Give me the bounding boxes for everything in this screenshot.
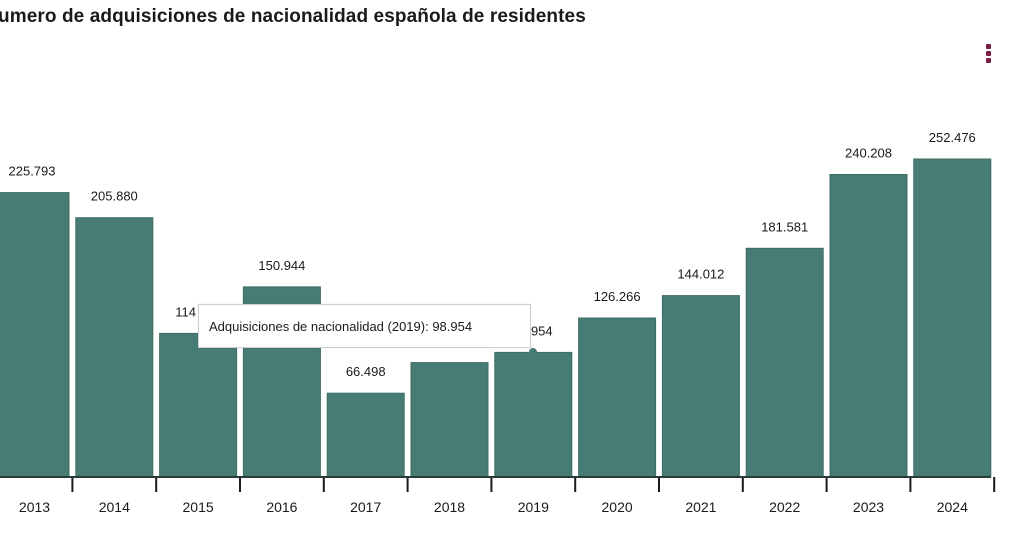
bar-2023[interactable] (829, 174, 908, 478)
bar-2024[interactable] (913, 158, 992, 478)
vertical-dots-menu-icon (986, 44, 991, 49)
bar-2017[interactable] (326, 392, 405, 478)
x-tick-label-2021: 2021 (685, 499, 716, 515)
x-tick-label-2016: 2016 (266, 499, 297, 515)
x-tick-label-2020: 2020 (602, 499, 633, 515)
bar-2020[interactable] (578, 317, 657, 478)
x-tick-label-2013: 2013 (19, 499, 50, 515)
data-label-2014: 205.880 (91, 189, 138, 204)
bar-2022[interactable] (745, 247, 824, 478)
vertical-dots-menu-icon-dot (986, 58, 991, 63)
x-tick-label-2019: 2019 (518, 499, 549, 515)
chart-tooltip: Adquisiciones de nacionalidad (2019): 98… (198, 304, 531, 348)
data-label-2024: 252.476 (929, 130, 976, 145)
x-tick-label-2014: 2014 (99, 499, 130, 515)
bar-2019[interactable] (494, 351, 573, 478)
data-label-2021: 144.012 (677, 267, 724, 282)
x-tick-label-2015: 2015 (183, 499, 214, 515)
data-label-2020: 126.266 (594, 289, 641, 304)
chart-menu-button[interactable] (982, 44, 994, 66)
bar-2015[interactable] (159, 332, 238, 478)
tooltip-pointer (529, 348, 537, 353)
x-tick-label-2023: 2023 (853, 499, 884, 515)
chart-title: umero de adquisiciones de nacionalidad e… (0, 6, 586, 27)
bar-2018[interactable] (410, 362, 489, 478)
x-tick-label-2024: 2024 (937, 499, 968, 515)
vertical-dots-menu-icon-dot (986, 51, 991, 56)
bar-2013[interactable] (0, 192, 70, 478)
x-tick-label-2022: 2022 (769, 499, 800, 515)
bar-2014[interactable] (75, 217, 154, 478)
x-tick-label-2018: 2018 (434, 499, 465, 515)
data-label-2016: 150.944 (258, 258, 305, 273)
data-label-2023: 240.208 (845, 146, 892, 161)
data-label-2013: 225.793 (9, 164, 56, 179)
data-label-2022: 181.581 (761, 219, 808, 234)
data-label-2017: 66.498 (346, 364, 386, 379)
data-label-2015: 114 (175, 304, 196, 319)
bar-2021[interactable] (661, 295, 740, 478)
data-label-2019: 954 (531, 323, 553, 338)
x-tick-label-2017: 2017 (350, 499, 381, 515)
